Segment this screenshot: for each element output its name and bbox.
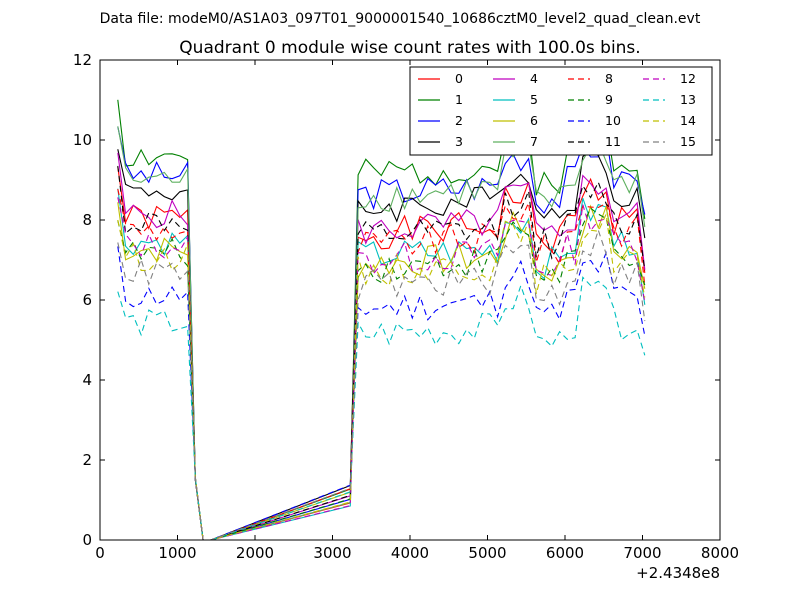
legend-label: 9: [605, 92, 613, 107]
y-tick-label: 8: [82, 211, 92, 229]
suptitle: Data file: modeM0/AS1A03_097T01_90000015…: [100, 11, 701, 27]
y-tick-label: 6: [82, 291, 92, 309]
x-tick-label: 3000: [313, 544, 351, 562]
legend-label: 15: [680, 134, 696, 149]
legend-label: 8: [605, 71, 613, 86]
series-line: [117, 276, 646, 541]
x-tick-label: 4000: [391, 544, 429, 562]
y-tick-label: 10: [73, 131, 92, 149]
x-tick-label: 5000: [468, 544, 506, 562]
series-line: [117, 188, 646, 541]
series-line: [117, 166, 646, 541]
legend-label: 5: [530, 92, 538, 107]
x-tick-label: 0: [95, 544, 105, 562]
series-line: [117, 197, 646, 541]
series-line: [117, 188, 646, 541]
series-line: [117, 202, 646, 541]
legend-box: [409, 66, 713, 156]
y-tick-label: 4: [82, 371, 92, 389]
legend-label: 2: [455, 113, 463, 128]
legend-label: 14: [680, 113, 696, 128]
y-tick-label: 0: [82, 531, 92, 549]
legend-label: 1: [455, 92, 463, 107]
legend-label: 7: [530, 134, 538, 149]
x-tick-label: 6000: [546, 544, 584, 562]
series-line: [117, 99, 646, 541]
y-tick-label: 12: [73, 51, 92, 69]
legend-label: 11: [605, 134, 621, 149]
legend-label: 12: [680, 71, 696, 86]
x-tick-label: 7000: [623, 544, 661, 562]
legend-label: 13: [680, 92, 696, 107]
x-tick-label: 8000: [701, 544, 739, 562]
series-line: [117, 126, 646, 541]
series-line: [117, 149, 646, 541]
legend-label: 10: [605, 113, 621, 128]
axis-ticks: 0 1000 2000 3000 4000 5000 6000 7000 80000246810…: [73, 51, 739, 562]
chart-title: Quadrant 0 module wise count rates with …: [179, 38, 640, 58]
legend-label: 4: [530, 71, 538, 86]
y-tick-label: 2: [82, 451, 92, 469]
series-line: [117, 246, 646, 541]
plot-area: [117, 99, 646, 541]
x-offset-label: +2.4348e8: [636, 564, 720, 582]
legend-label: 6: [530, 113, 538, 128]
x-tick-label: 2000: [236, 544, 274, 562]
series-line: [117, 152, 646, 541]
legend-label: 0: [455, 71, 463, 86]
series-line: [117, 165, 646, 541]
series-line: [117, 126, 646, 541]
legend-label: 3: [455, 134, 463, 149]
x-tick-label: 1000: [158, 544, 196, 562]
series-line: [117, 212, 646, 541]
